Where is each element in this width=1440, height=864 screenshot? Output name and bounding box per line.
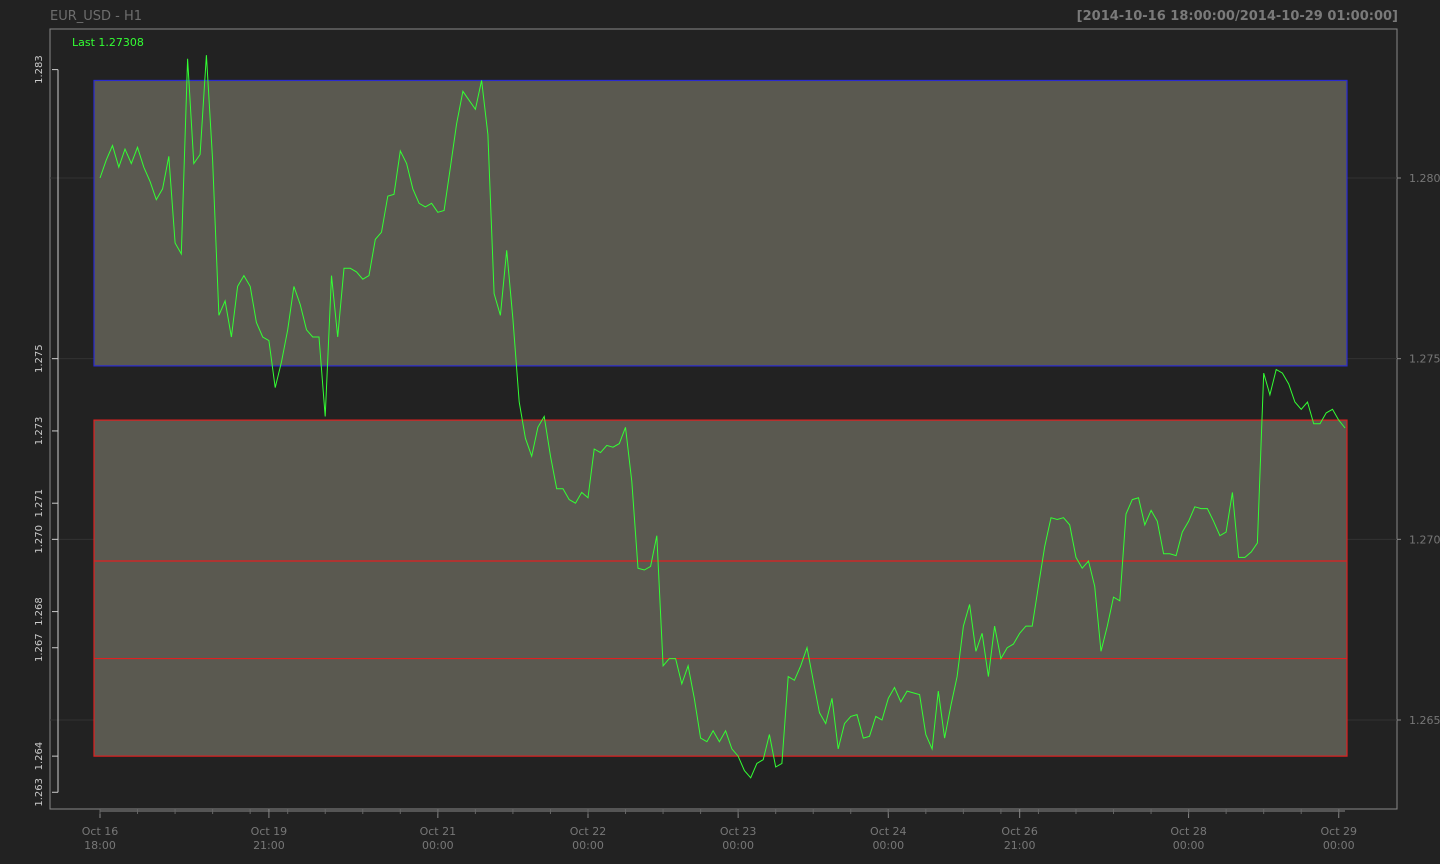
x-tick-label: 18:00 — [84, 839, 116, 852]
zone-layer — [93, 79, 1348, 757]
left-tick-label: 1.263 — [34, 778, 45, 807]
x-tick-label: 21:00 — [253, 839, 285, 852]
x-tick-label: Oct 19 — [251, 825, 288, 838]
supply-zone — [93, 79, 1348, 367]
x-tick-label: Oct 23 — [720, 825, 757, 838]
left-tick-label: 1.270 — [34, 525, 45, 554]
x-tick-label: 00:00 — [422, 839, 454, 852]
right-tick-label: 1.275 — [1409, 353, 1440, 366]
x-tick-label: 00:00 — [1173, 839, 1205, 852]
x-tick-label: 21:00 — [1004, 839, 1036, 852]
left-tick-label: 1.275 — [34, 344, 45, 373]
x-tick-label: 00:00 — [572, 839, 604, 852]
last-price-label: Last 1.27308 — [72, 36, 144, 49]
demand-zone — [93, 419, 1348, 757]
chart-title: EUR_USD - H1 — [50, 9, 142, 24]
x-tick-label: Oct 16 — [82, 825, 119, 838]
right-tick-label: 1.270 — [1409, 533, 1440, 546]
left-tick-label: 1.271 — [34, 489, 45, 518]
left-tick-label: 1.268 — [34, 597, 45, 626]
left-tick-label: 1.283 — [34, 55, 45, 84]
x-tick-label: Oct 24 — [870, 825, 907, 838]
x-tick-label: 00:00 — [722, 839, 754, 852]
right-tick-label: 1.280 — [1409, 172, 1440, 185]
left-tick-label: 1.267 — [34, 633, 45, 662]
x-tick-label: 00:00 — [1323, 839, 1355, 852]
x-tick-label: Oct 22 — [570, 825, 607, 838]
left-tick-label: 1.273 — [34, 417, 45, 446]
x-tick-label: Oct 26 — [1001, 825, 1038, 838]
right-tick-label: 1.265 — [1409, 714, 1440, 727]
date-range-label: [2014-10-16 18:00:00/2014-10-29 01:00:00… — [1077, 9, 1398, 24]
left-axis: 1.263 1.264 1.267 1.268 1.270 1.271 1.273 1.275… — [34, 55, 59, 807]
x-tick-label: Oct 21 — [420, 825, 457, 838]
x-tick-label: 00:00 — [872, 839, 904, 852]
x-tick-label: Oct 28 — [1170, 825, 1207, 838]
left-tick-label: 1.264 — [34, 742, 45, 771]
x-tick-label: Oct 29 — [1320, 825, 1357, 838]
right-axis: 1.265 1.270 1.275 1.280 — [1397, 172, 1440, 727]
price-line — [99, 55, 1346, 779]
line-layer — [99, 55, 1346, 779]
